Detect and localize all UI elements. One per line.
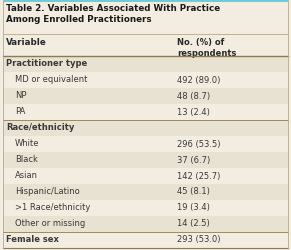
Text: Race/ethnicity: Race/ethnicity — [6, 123, 74, 132]
Text: 14 (2.5): 14 (2.5) — [177, 219, 210, 228]
Text: Black: Black — [15, 155, 38, 164]
Text: Other or missing: Other or missing — [15, 219, 85, 228]
Bar — [3, 184, 288, 200]
Text: Female sex: Female sex — [6, 234, 59, 244]
Text: Practitioner type: Practitioner type — [6, 59, 87, 68]
Bar — [3, 152, 288, 168]
Text: White: White — [15, 139, 40, 148]
Text: PA: PA — [15, 107, 25, 116]
Text: Asian: Asian — [15, 171, 38, 180]
Bar — [3, 1, 288, 35]
Text: 48 (8.7): 48 (8.7) — [177, 91, 210, 100]
Bar — [3, 73, 288, 89]
Bar — [3, 232, 288, 248]
Text: Hispanic/Latino: Hispanic/Latino — [15, 187, 80, 196]
Text: 37 (6.7): 37 (6.7) — [177, 155, 210, 164]
Bar — [3, 216, 288, 232]
Text: Among Enrolled Practitioners: Among Enrolled Practitioners — [6, 15, 152, 24]
Text: Table 2. Variables Associated With Practice: Table 2. Variables Associated With Pract… — [6, 4, 220, 13]
Text: 142 (25.7): 142 (25.7) — [177, 171, 220, 180]
Text: 45 (8.1): 45 (8.1) — [177, 187, 210, 196]
Text: 13 (2.4): 13 (2.4) — [177, 107, 210, 116]
Text: 296 (53.5): 296 (53.5) — [177, 139, 221, 148]
Text: No. (%) of
respondents: No. (%) of respondents — [177, 38, 236, 58]
Bar — [3, 57, 288, 73]
Bar — [3, 120, 288, 136]
Text: MD or equivalent: MD or equivalent — [15, 75, 87, 84]
Bar — [3, 89, 288, 104]
Text: 19 (3.4): 19 (3.4) — [177, 203, 210, 212]
Text: >1 Race/ethnicity: >1 Race/ethnicity — [15, 203, 91, 212]
Text: 293 (53.0): 293 (53.0) — [177, 234, 221, 244]
Bar — [3, 104, 288, 120]
Bar — [3, 136, 288, 152]
Text: NP: NP — [15, 91, 26, 100]
Text: Variable: Variable — [6, 38, 47, 47]
Bar — [3, 200, 288, 216]
Bar — [3, 168, 288, 184]
Text: 492 (89.0): 492 (89.0) — [177, 75, 220, 84]
